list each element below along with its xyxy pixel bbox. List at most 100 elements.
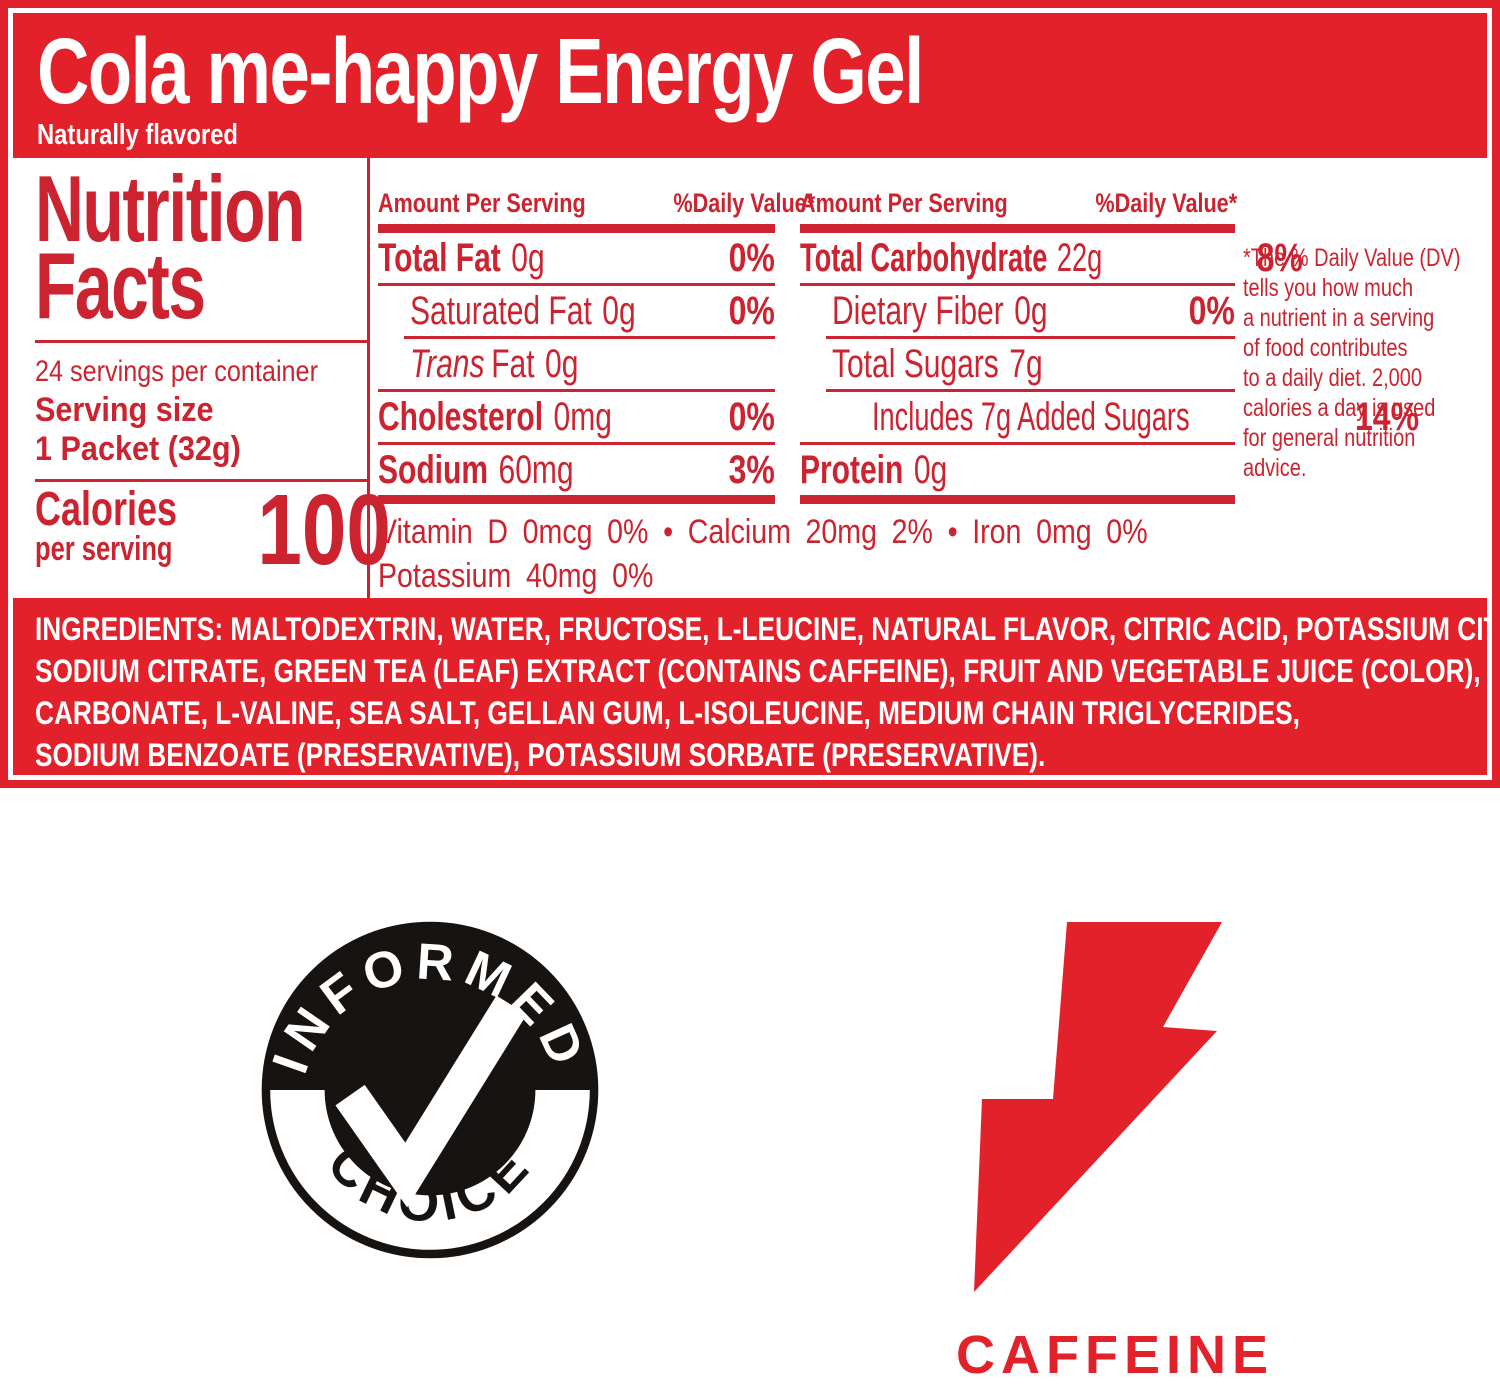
serving-size-value: 1 Packet (32g): [35, 430, 241, 468]
nutrition-facts-heading-line2: Facts: [35, 233, 206, 338]
calories-label: Calories: [35, 483, 178, 536]
nutrient-column-1: Amount Per Serving %Daily Value* Total F…: [378, 158, 815, 504]
micronutrients: Vitamin D 0mcg 0% • Calcium 20mg 2% • Ir…: [378, 510, 1248, 598]
amount-per-serving-header: Amount Per Serving: [378, 188, 586, 218]
nutrient-row: Total Carbohydrate 22g 8%: [800, 233, 1302, 283]
thick-bar: [378, 224, 775, 233]
ingredients-text: MALTODEXTRIN, WATER, FRUCTOSE, L-LEUCINE…: [230, 611, 1487, 647]
servings-per-container: 24 servings per container: [35, 355, 318, 388]
nutrient-row: Dietary Fiber 0g 0%: [800, 286, 1235, 336]
nutrition-facts-heading-line1: Nutrition: [35, 156, 305, 261]
nutrient-name: Dietary Fiber: [832, 288, 1004, 333]
nutrient-dv: 14%: [1355, 394, 1420, 439]
footnote-line: to a daily diet. 2,000: [1243, 364, 1423, 392]
nutrient-dv: 0%: [728, 394, 775, 439]
divider: [826, 336, 1235, 339]
nutrient-amount: 60mg: [498, 447, 574, 492]
nutrient-amount: 7g: [1009, 341, 1043, 386]
nutrient-row: Total Fat 0g 0%: [378, 233, 775, 283]
caffeine-bolt: [960, 915, 1240, 1305]
nutrient-name: Total Sugars: [832, 341, 999, 386]
nutrient-name: Fat: [491, 341, 535, 386]
ingredients-line: SODIUM BENZOATE (PRESERVATIVE), POTASSIU…: [35, 737, 1046, 773]
nutrient-row: Sodium 60mg 3%: [378, 445, 775, 495]
nutrient-name: Sodium: [378, 447, 489, 492]
footnote-line: of food contributes: [1243, 334, 1408, 362]
label-header-band: Cola me-happy Energy Gel Naturally flavo…: [13, 13, 1487, 158]
ingredients-line: INGREDIENTS: MALTODEXTRIN, WATER, FRUCTO…: [35, 608, 1487, 650]
nutrient-row: Total Sugars 7g: [800, 339, 1235, 389]
product-title: Cola me-happy Energy Gel: [37, 19, 924, 123]
nutrient-name-italic: Trans: [410, 341, 485, 386]
product-subtitle: Naturally flavored: [37, 119, 238, 151]
nutrient-row: Saturated Fat 0g 0%: [378, 286, 775, 336]
nutrient-column-2: Amount Per Serving %Daily Value* Total C…: [800, 158, 1419, 504]
micronutrients-line2: Potassium 40mg 0%: [378, 557, 654, 595]
nutrient-amount: 0g: [913, 447, 948, 492]
nutrition-facts-heading: Nutrition Facts: [35, 156, 305, 338]
column-header: Amount Per Serving %Daily Value*: [378, 158, 815, 219]
nutrient-row: Trans Fat 0g: [378, 339, 775, 389]
calories-row: Calories per serving 100: [35, 480, 391, 580]
ingredients-line: CARBONATE, L-VALINE, SEA SALT, GELLAN GU…: [35, 695, 1300, 731]
ingredients-line: SODIUM CITRATE, GREEN TEA (LEAF) EXTRACT…: [35, 653, 1487, 689]
divider: [378, 442, 775, 445]
daily-value-header: %Daily Value*: [1094, 188, 1237, 218]
divider: [35, 340, 367, 343]
nutrition-label-inner: Cola me-happy Energy Gel Naturally flavo…: [8, 8, 1492, 780]
lightning-bolt-icon: [974, 922, 1222, 1292]
nutrient-dv: 0%: [1188, 288, 1235, 333]
footnote-line: *The % Daily Value (DV): [1243, 244, 1461, 272]
nutrient-dv: 0%: [728, 288, 775, 333]
footnote-line: advice.: [1243, 454, 1307, 482]
nutrient-name: Total Fat: [378, 235, 501, 280]
divider: [378, 283, 775, 286]
daily-value-header: %Daily Value*: [672, 188, 815, 218]
column-divider: [367, 158, 370, 598]
calories-labels: Calories per serving: [35, 483, 224, 568]
informed-choice-badge-icon: INFORMED CHOICE: [261, 921, 599, 1259]
calories-value: 100: [257, 474, 392, 586]
nutrition-facts-left-column: Nutrition Facts 24 servings per containe…: [35, 156, 391, 580]
divider: [800, 442, 1235, 445]
nutrient-row: Includes 7g Added Sugars 14%: [800, 392, 1419, 442]
nutrient-name: Saturated Fat: [410, 288, 592, 333]
nutrient-amount: 0g: [511, 235, 545, 280]
divider: [826, 389, 1235, 392]
nutrient-row: Protein 0g: [800, 445, 1235, 495]
nutrition-label: Cola me-happy Energy Gel Naturally flavo…: [0, 0, 1500, 788]
footnote-line: tells you how much: [1243, 274, 1414, 302]
footnote-line: a nutrient in a serving: [1243, 304, 1435, 332]
nutrient-dv: 0%: [728, 235, 775, 280]
divider: [800, 283, 1235, 286]
nutrient-name: Cholesterol: [378, 394, 544, 439]
nutrient-name: Protein: [800, 447, 904, 492]
nutrient-name: Includes 7g Added Sugars: [872, 394, 1190, 439]
thick-bar: [800, 224, 1235, 233]
divider: [35, 479, 367, 482]
nutrient-dv: 3%: [728, 447, 775, 492]
nutrient-row: Cholesterol 0mg 0%: [378, 392, 775, 442]
divider: [378, 389, 775, 392]
micronutrients-line1: Vitamin D 0mcg 0% • Calcium 20mg 2% • Ir…: [378, 513, 1148, 551]
caffeine-label: CAFFEINE: [956, 1325, 1274, 1385]
ingredients-label: INGREDIENTS:: [35, 611, 224, 647]
informed-choice-badge: INFORMED CHOICE: [260, 920, 600, 1265]
nutrient-amount: 0g: [545, 341, 579, 386]
nutrient-amount: 22g: [1056, 235, 1103, 280]
amount-per-serving-header: Amount Per Serving: [800, 188, 1008, 218]
nutrient-amount: 0g: [602, 288, 636, 333]
calories-sublabel: per serving: [35, 530, 173, 568]
nutrition-facts-body: Nutrition Facts 24 servings per containe…: [13, 158, 1487, 598]
footnote-line: calories a day is used: [1243, 394, 1436, 422]
nutrient-name: Total Carbohydrate: [800, 235, 1048, 280]
ingredients-band: INGREDIENTS: MALTODEXTRIN, WATER, FRUCTO…: [13, 598, 1487, 775]
thick-bar: [800, 495, 1235, 504]
thick-bar: [378, 495, 775, 504]
nutrient-amount: 0mg: [553, 394, 612, 439]
nutrient-dv: 8%: [1256, 235, 1303, 280]
nutrient-amount: 0g: [1014, 288, 1048, 333]
divider: [404, 336, 775, 339]
checkmark-icon: [335, 995, 527, 1208]
